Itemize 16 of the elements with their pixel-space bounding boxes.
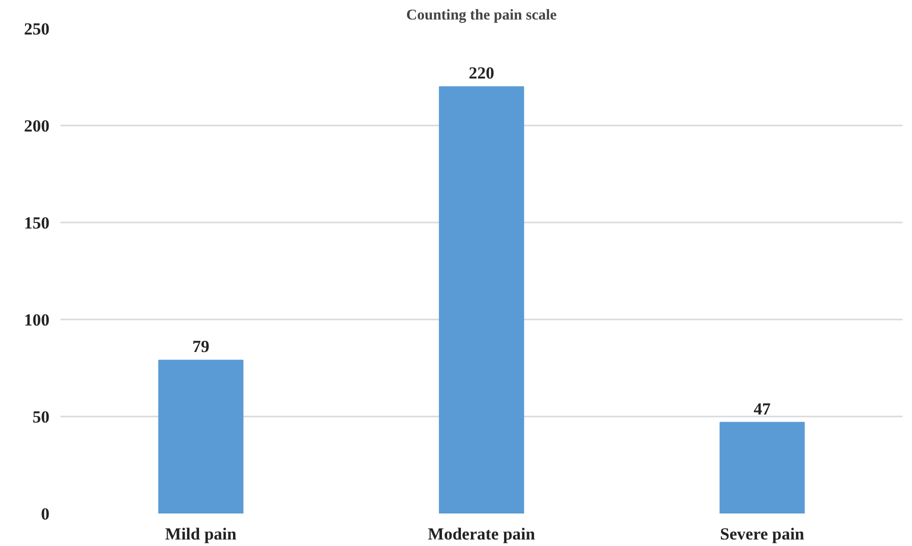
bar <box>158 360 244 514</box>
y-tick-label: 250 <box>24 20 50 38</box>
data-label: 220 <box>468 64 494 83</box>
bar <box>720 422 805 514</box>
chart-title: Counting the pain scale <box>406 8 558 24</box>
x-tick-label: Mild pain <box>165 524 238 544</box>
y-tick-label: 50 <box>32 408 50 426</box>
y-tick-label: 200 <box>24 116 50 136</box>
data-label: 47 <box>754 399 772 418</box>
y-tick-label: 150 <box>24 214 50 232</box>
y-tick-label: 0 <box>41 504 50 524</box>
x-tick-label: Severe pain <box>720 524 805 544</box>
y-tick-label: 100 <box>24 310 50 330</box>
bar <box>438 86 524 514</box>
data-label: 79 <box>192 337 210 356</box>
x-tick-label: Moderate pain <box>428 524 536 544</box>
